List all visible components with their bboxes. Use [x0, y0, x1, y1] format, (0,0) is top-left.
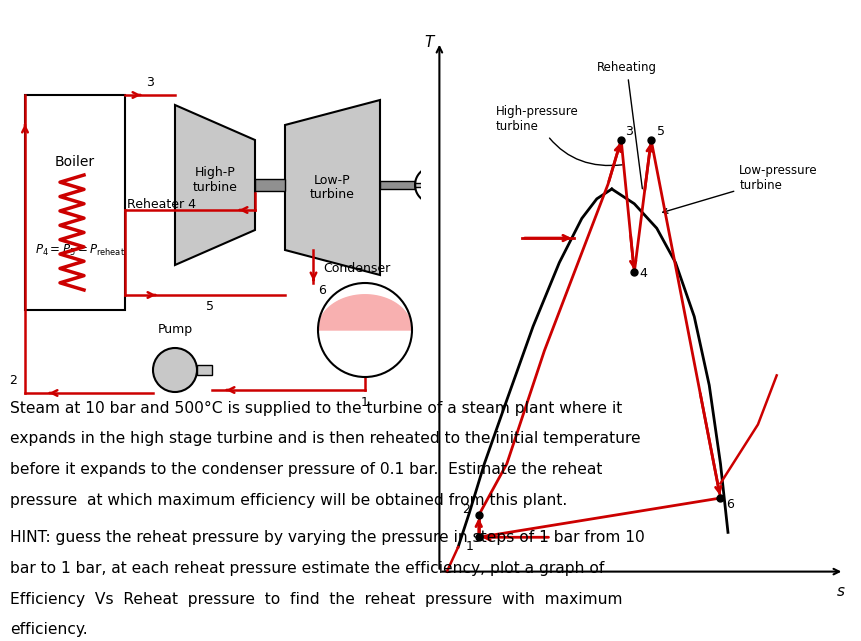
- Text: Reheater 4: Reheater 4: [127, 199, 195, 212]
- Text: HINT: guess the reheat pressure by varying the pressure in steps of 1 bar from 1: HINT: guess the reheat pressure by varyi…: [10, 530, 644, 545]
- Text: expands in the high stage turbine and is then reheated to the initial temperatur: expands in the high stage turbine and is…: [10, 431, 641, 446]
- Text: Reheating: Reheating: [596, 62, 656, 188]
- Text: Steam at 10 bar and 500°C is supplied to the turbine of a steam plant where it: Steam at 10 bar and 500°C is supplied to…: [10, 401, 622, 415]
- Text: Boiler: Boiler: [55, 156, 95, 169]
- Bar: [25, 95, 125, 310]
- Text: T: T: [424, 35, 433, 50]
- Bar: [380, 181, 414, 189]
- Text: 2: 2: [9, 374, 17, 388]
- Text: Low-pressure
turbine: Low-pressure turbine: [662, 164, 817, 213]
- Text: Condenser: Condenser: [323, 262, 390, 274]
- Bar: [414, 183, 423, 187]
- Text: 3: 3: [146, 76, 154, 90]
- Text: Pump: Pump: [158, 324, 192, 337]
- Text: High-P
turbine: High-P turbine: [192, 166, 237, 194]
- Bar: [197, 365, 212, 375]
- Text: 5: 5: [656, 125, 664, 138]
- Circle shape: [152, 348, 197, 392]
- Text: 3: 3: [624, 125, 632, 138]
- Text: s: s: [836, 584, 844, 599]
- Polygon shape: [285, 100, 380, 275]
- Text: 4: 4: [639, 267, 647, 280]
- Text: 5: 5: [206, 301, 214, 313]
- Text: pressure  at which maximum efficiency will be obtained from this plant.: pressure at which maximum efficiency wil…: [10, 493, 567, 508]
- Text: efficiency.: efficiency.: [10, 622, 88, 637]
- Text: 1: 1: [465, 540, 473, 553]
- Text: Low-P
turbine: Low-P turbine: [310, 174, 355, 201]
- Text: bar to 1 bar, at each reheat pressure estimate the efficiency, plot a graph of: bar to 1 bar, at each reheat pressure es…: [10, 561, 604, 576]
- Bar: [255, 179, 285, 191]
- Text: 6: 6: [318, 283, 326, 297]
- Text: Efficiency  Vs  Reheat  pressure  to  find  the  reheat  pressure  with  maximum: Efficiency Vs Reheat pressure to find th…: [10, 592, 623, 606]
- Text: 2: 2: [461, 503, 469, 516]
- Text: before it expands to the condenser pressure of 0.1 bar.  Estimate the reheat: before it expands to the condenser press…: [10, 462, 602, 477]
- Polygon shape: [175, 105, 255, 265]
- Text: High-pressure
turbine: High-pressure turbine: [495, 105, 622, 165]
- Text: $P_4 = P_5 = P_{\rm reheat}$: $P_4 = P_5 = P_{\rm reheat}$: [35, 242, 125, 258]
- Text: 1: 1: [361, 395, 369, 408]
- Polygon shape: [318, 295, 412, 330]
- Text: 6: 6: [725, 498, 733, 511]
